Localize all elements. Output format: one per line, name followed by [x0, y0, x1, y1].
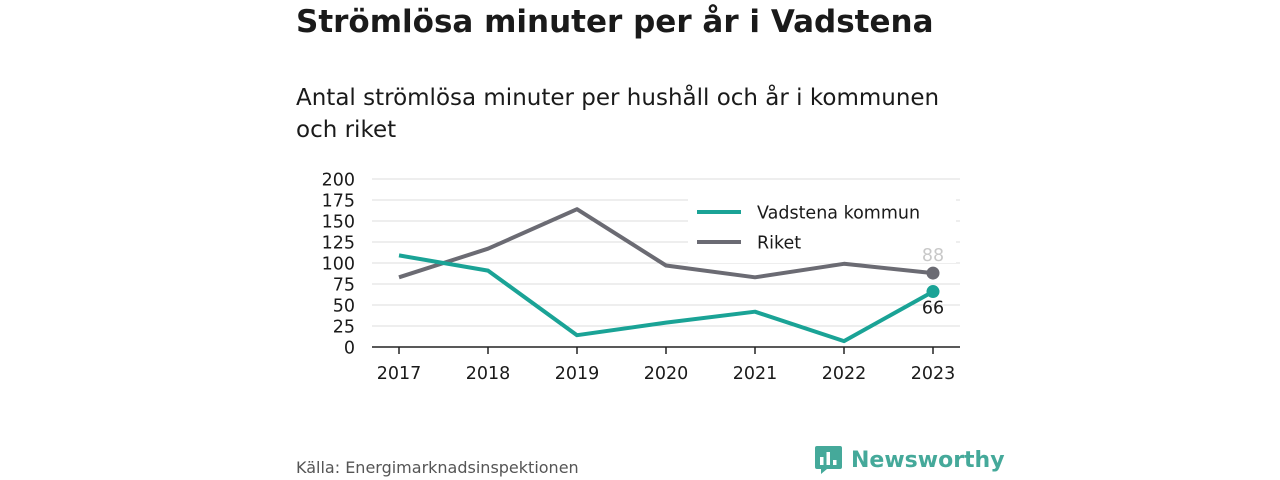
end-labels: 66 88: [922, 246, 944, 318]
data-label: 66: [922, 299, 944, 319]
legend-box: [688, 193, 956, 263]
y-tick-label: 175: [322, 192, 355, 212]
y-tick-label: 50: [333, 297, 355, 317]
newsworthy-logo-icon: [815, 446, 842, 474]
x-tick-label: 2019: [555, 364, 600, 384]
series-line: [398, 253, 934, 344]
series: [398, 207, 940, 344]
source-note: Källa: Energimarknadsinspektionen: [296, 458, 579, 477]
y-tick-label: 0: [344, 339, 355, 359]
brand-name: Newsworthy: [851, 447, 1005, 473]
data-label: 88: [922, 246, 944, 266]
series-end-point: [926, 266, 940, 280]
brand-logo: Newsworthy: [815, 446, 1005, 474]
x-tick-label: 2023: [911, 364, 956, 384]
legend-label: Vadstena kommun: [757, 204, 920, 224]
y-tick-label: 200: [322, 171, 355, 191]
series-line: [398, 207, 934, 280]
series-end-point: [926, 285, 940, 299]
legend-label: Riket: [757, 234, 801, 254]
x-tick-label: 2017: [377, 364, 422, 384]
x-tick-label: 2020: [644, 364, 689, 384]
y-tick-label: 100: [322, 255, 355, 275]
chart-subtitle: Antal strömlösa minuter per hushåll och …: [296, 85, 940, 143]
y-tick-label: 75: [333, 276, 355, 296]
chart-title: Strömlösa minuter per år i Vadstena: [296, 4, 934, 40]
y-tick-label: 150: [322, 213, 355, 233]
x-tick-label: 2022: [822, 364, 867, 384]
y-tick-label: 25: [333, 318, 355, 338]
y-tick-label: 125: [322, 234, 355, 254]
x-tick-label: 2021: [733, 364, 778, 384]
legend: Vadstena kommun Riket: [688, 193, 956, 263]
x-tick-label: 2018: [466, 364, 511, 384]
